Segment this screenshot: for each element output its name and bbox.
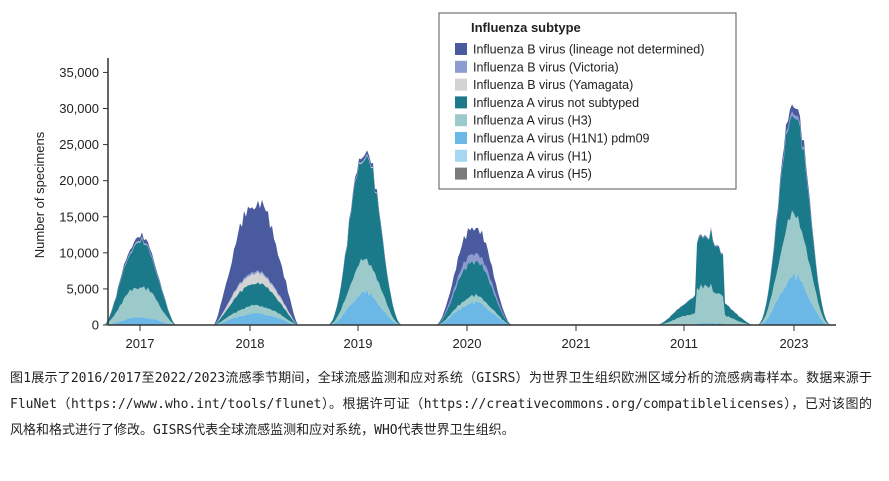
legend-swatch xyxy=(455,60,467,73)
legend-swatch xyxy=(455,78,467,91)
season-2021-2022 xyxy=(657,227,753,325)
area-a-not-subtyped xyxy=(436,260,512,325)
legend-title: Influenza subtype xyxy=(471,20,581,35)
area-a-not-subtyped xyxy=(214,282,298,325)
y-tick-label: 15,000 xyxy=(59,209,99,224)
area-h1n1pdm09 xyxy=(436,300,512,325)
y-tick-label: 5,000 xyxy=(66,281,99,296)
season-2018-2019 xyxy=(327,150,403,325)
area-h1n1pdm09 xyxy=(327,289,403,325)
legend-item-label: Influenza A virus (H3) xyxy=(473,114,592,128)
area-a-not-subtyped xyxy=(104,237,176,325)
season-2016-2017 xyxy=(104,232,176,325)
y-tick-label: 35,000 xyxy=(59,65,99,80)
area-a-not-subtyped xyxy=(657,228,753,325)
legend-swatch xyxy=(455,43,467,55)
area-h1n1pdm09 xyxy=(657,322,753,325)
legend-swatch xyxy=(455,167,467,180)
figure-caption: 图1展示了2016/2017至2022/2023流感季节期间，全球流感监测和应对… xyxy=(10,371,872,438)
area-h3 xyxy=(104,286,176,325)
y-tick-label: 30,000 xyxy=(59,101,99,116)
x-tick-label: 2021 xyxy=(562,336,591,351)
legend-box xyxy=(438,12,737,190)
y-tick-label: 0 xyxy=(92,318,99,333)
y-tick-label: 10,000 xyxy=(59,245,99,260)
chart-areas-group xyxy=(104,104,832,326)
legend-swatch xyxy=(455,114,467,127)
x-tick-label: 2023 xyxy=(780,336,809,351)
season-2019-2020 xyxy=(436,227,512,325)
stacked-area-chart: 0 5,000 10,000 15,000 20,000 25,000 30,000 35,0… xyxy=(32,12,836,351)
area-a-not-subtyped xyxy=(756,115,832,325)
season-2022-2023 xyxy=(756,104,832,326)
area-h3 xyxy=(214,304,298,325)
chart-area: 0 5,000 10,000 15,000 20,000 25,000 30,000 35,0… xyxy=(32,12,836,351)
x-tick-label: 2018 xyxy=(236,336,265,351)
area-b-lineage-not-determined xyxy=(436,227,512,325)
area-h1n1pdm09 xyxy=(104,316,176,325)
area-a-not-subtyped xyxy=(327,155,403,325)
y-ticks-group: 0 5,000 10,000 15,000 20,000 25,000 30,000 35,0… xyxy=(59,65,108,333)
legend-item-label: Influenza A virus (H1) xyxy=(473,149,592,163)
legend-swatch xyxy=(455,149,467,162)
area-h1n1pdm09 xyxy=(756,271,832,325)
x-ticks-group: 2017 2018 2019 2020 2021 2011 2023 xyxy=(126,325,809,351)
season-2017-2018 xyxy=(214,199,298,325)
x-tick-label: 2017 xyxy=(126,336,155,351)
area-h3 xyxy=(756,210,832,325)
legend-item-label: Influenza B virus (Yamagata) xyxy=(473,78,633,92)
y-axis-title: Number of specimens xyxy=(32,131,47,258)
x-tick-label: 2020 xyxy=(453,336,482,351)
legend-item-label: Influenza A virus (H1N1) pdm09 xyxy=(473,132,650,146)
area-b-yamagata xyxy=(214,272,298,325)
area-h3 xyxy=(327,258,403,325)
legend-item-label: Influenza B virus (lineage not determine… xyxy=(473,43,704,57)
legend: Influenza subtype Influenza B virus (line… xyxy=(438,12,737,190)
y-tick-label: 20,000 xyxy=(59,173,99,188)
x-tick-label: 2019 xyxy=(344,336,373,351)
area-b-lineage-not-determined xyxy=(214,199,298,325)
area-h3 xyxy=(657,283,753,325)
legend-item-label: Influenza B virus (Victoria) xyxy=(473,60,619,74)
legend-swatch xyxy=(455,96,467,109)
x-tick-label: 2011 xyxy=(670,336,698,351)
area-h1n1pdm09 xyxy=(214,312,298,325)
legend-item-label: Influenza A virus not subtyped xyxy=(473,96,639,110)
legend-item-label: Influenza A virus (H5) xyxy=(473,167,592,181)
legend-swatch xyxy=(455,132,467,144)
area-h3 xyxy=(436,293,512,325)
y-tick-label: 25,000 xyxy=(59,137,99,152)
